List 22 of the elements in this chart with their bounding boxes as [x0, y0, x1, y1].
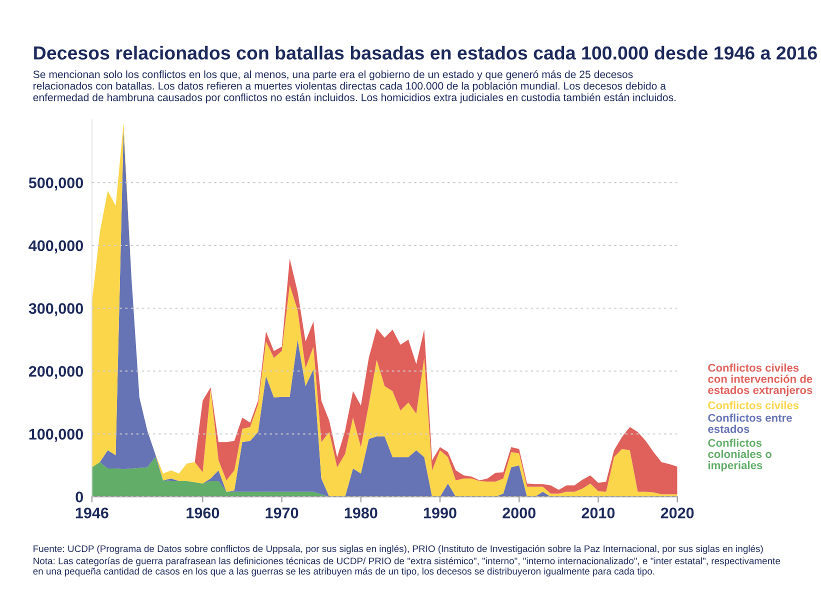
text: Conflictos coloniales o imperiales — [708, 438, 772, 472]
y-tick-label: 100,000 — [29, 428, 83, 442]
y-tick-label: 500,000 — [28, 177, 83, 190]
y-tick-label: 0 — [76, 492, 83, 502]
source-note: Fuente: UCDP (Programa de Datos sobre conflictos de Uppsala, por sus siglas en inglés), PRIO (Instituto de Investigación sobre la Paz Internacional, por sus siglas en inglés) — [34, 545, 763, 554]
chart-subtitle: Se mencionan solo los conflictos en los que, al menos, una parte era el gobierno de un estado y que generó más de 25 decesos relacionados con batallas. Los datos refieren a muertes violentas directas cada 100.000 de la población mundial. Los decesos debido a enfermedad de hambruna causados por conflictos no están incluidos. Los homicidios extra judiciales en custodia también están incluidos. — [33, 70, 676, 104]
text: Conflictos civiles con intervención de estados extranjeros — [708, 364, 812, 396]
x-tick-label: 2020 — [660, 508, 694, 518]
x-tick-label: 2000 — [502, 508, 536, 518]
x-tick-label: 2010 — [582, 508, 615, 518]
y-tick-label: 200,000 — [28, 366, 83, 379]
x-tick-label: 1990 — [424, 508, 456, 518]
text: Conflictos entre estados — [708, 414, 792, 433]
text: Conflictos civiles — [708, 401, 799, 410]
x-tick-label: 1970 — [266, 508, 298, 518]
x-tick-label: 1980 — [344, 508, 378, 518]
x-tick-label: 1960 — [186, 508, 220, 518]
text: Nota: Las categorías de guerra parafrasean las definiciones técnicas de UCDP/ PRIO de "extra sistémico", "interno", "interno internacionalizado", e "inter estatal", respectivamente en una pequeña cantidad de casos en los que a las guerras se les atribuyen más de un tipo, los decesos se distribuyeron igualmente para cada tipo. — [33, 557, 780, 576]
chart-title: Decesos relacionados con batallas basadas en estados cada 100.000 desde 1946 a 2016 — [34, 46, 817, 60]
y-tick-label: 400,000 — [28, 240, 83, 254]
y-tick-label: 300,000 — [28, 303, 83, 316]
x-tick-label: 1946 — [76, 508, 108, 518]
